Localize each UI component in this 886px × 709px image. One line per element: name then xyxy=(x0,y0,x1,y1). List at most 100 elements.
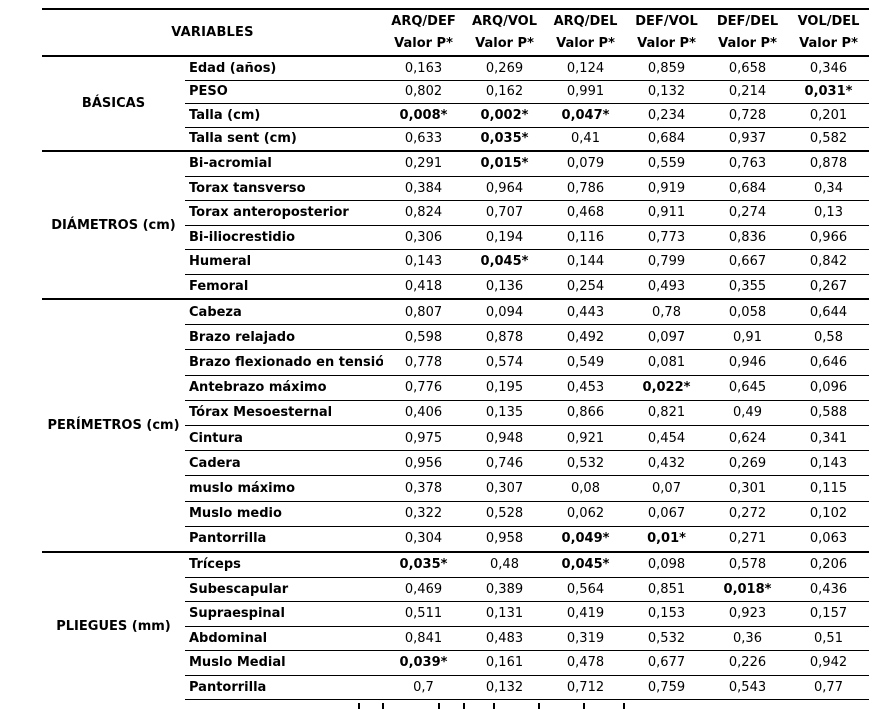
p-value-cell: 0,226 xyxy=(728,655,767,671)
p-value-cell: 0,063 xyxy=(809,531,848,547)
p-value-cell: 0,48 xyxy=(490,557,519,573)
p-value-cell: 0,799 xyxy=(647,254,686,270)
p-value-cell: 0,549 xyxy=(566,355,605,370)
p-value-cell: 0,307 xyxy=(485,481,524,497)
variable-label: Torax tansverso xyxy=(189,180,306,196)
variable-label: Brazo flexionado en tensión xyxy=(189,355,383,370)
p-value-cell: 0,341 xyxy=(809,430,848,446)
p-value-cell: 0,132 xyxy=(485,679,524,695)
column-header-label: ARQ/VOL xyxy=(471,13,538,29)
p-value-cell: 0,022* xyxy=(642,380,691,396)
p-value-cell: 0,746 xyxy=(485,455,524,471)
p-value-cell: 0,773 xyxy=(647,229,686,245)
p-value-cell: 0,443 xyxy=(566,304,605,320)
column-header-vol-del: VOL/DEL Valor P* xyxy=(788,10,869,55)
p-value-cell: 0,096 xyxy=(809,380,848,396)
table-row: Cadera 0,956 0,746 0,532 0,432 0,269 0,143 xyxy=(185,451,869,477)
variable-label: Cadera xyxy=(189,455,241,471)
table-group: BÁSICAS Edad (años) 0,163 0,269 0,124 0,859 0,… xyxy=(42,57,869,152)
p-value-cell: 0,759 xyxy=(647,679,686,695)
p-value-cell: 0,964 xyxy=(485,180,524,196)
p-value-cell: 0,923 xyxy=(728,606,767,622)
variable-label: Cintura xyxy=(189,430,243,446)
p-value-cell: 0,195 xyxy=(485,380,524,396)
table-row: Brazo relajado 0,598 0,878 0,492 0,097 0,91 0,… xyxy=(185,325,869,351)
p-value-cell: 0,7 xyxy=(413,679,434,695)
p-value-cell: 0,824 xyxy=(404,205,443,221)
table-row: Bi-acromial 0,291 0,015* 0,079 0,559 0,763 0,8… xyxy=(185,152,869,177)
p-value-cell: 0,778 xyxy=(404,355,443,370)
p-value-cell: 0,454 xyxy=(647,430,686,446)
p-value-cell: 0,878 xyxy=(485,329,524,345)
p-value-cell: 0,018* xyxy=(723,581,772,597)
column-subheader-label: Valor P* xyxy=(394,35,453,51)
p-value-cell: 0,51 xyxy=(814,630,843,646)
p-value-cell: 0,143 xyxy=(809,455,848,471)
column-subheader-label: Valor P* xyxy=(475,35,534,51)
group-rows: Cabeza 0,807 0,094 0,443 0,78 0,058 0,644 Brazo… xyxy=(185,300,869,551)
p-value-cell: 0,469 xyxy=(404,581,443,597)
p-value-cell: 0,58 xyxy=(814,329,843,345)
p-value-cell: 0,201 xyxy=(809,107,848,123)
p-value-cell: 0,859 xyxy=(647,60,686,76)
p-value-cell: 0,271 xyxy=(728,531,767,547)
p-value-cell: 0,776 xyxy=(404,380,443,396)
p-value-cell: 0,254 xyxy=(566,278,605,294)
p-value-cell: 0,102 xyxy=(809,506,848,522)
p-value-cell: 0,045* xyxy=(480,254,529,270)
p-value-cell: 0,322 xyxy=(404,506,443,522)
p-value-cell: 0,878 xyxy=(809,156,848,172)
p-value-cell: 0,206 xyxy=(809,557,848,573)
table-row: Torax tansverso 0,384 0,964 0,786 0,919 0,684… xyxy=(185,177,869,201)
group-label: BÁSICAS xyxy=(81,96,146,111)
p-value-cell: 0,564 xyxy=(566,581,605,597)
p-value-cell: 0,08 xyxy=(571,481,600,497)
p-value-cell: 0,946 xyxy=(728,355,767,370)
p-value-cell: 0,821 xyxy=(647,405,686,421)
clipped-footnote-text xyxy=(0,703,886,709)
p-value-cell: 0,807 xyxy=(404,304,443,320)
p-value-cell: 0,646 xyxy=(809,355,848,370)
p-value-cell: 0,956 xyxy=(404,455,443,471)
p-value-cell: 0,194 xyxy=(485,229,524,245)
p-value-cell: 0,78 xyxy=(652,304,681,320)
table-row: Subescapular 0,469 0,389 0,564 0,851 0,018* 0,… xyxy=(185,578,869,602)
p-value-cell: 0,851 xyxy=(647,581,686,597)
p-values-table: VARIABLES ARQ/DEF Valor P* ARQ/VOL Valor P*… xyxy=(42,8,869,700)
variables-header: VARIABLES xyxy=(171,25,254,40)
p-value-cell: 0,528 xyxy=(485,506,524,522)
p-value-cell: 0,921 xyxy=(566,430,605,446)
p-value-cell: 0,081 xyxy=(647,355,686,370)
p-value-cell: 0,13 xyxy=(814,205,843,221)
table-row: Antebrazo máximo 0,776 0,195 0,453 0,022* 0,6… xyxy=(185,376,869,401)
p-value-cell: 0,432 xyxy=(647,455,686,471)
p-value-cell: 0,712 xyxy=(566,679,605,695)
p-value-cell: 0,543 xyxy=(728,679,767,695)
table-row: Cabeza 0,807 0,094 0,443 0,78 0,058 0,644 xyxy=(185,300,869,326)
table-row: Femoral 0,418 0,136 0,254 0,493 0,355 0,267 xyxy=(185,275,869,299)
p-value-cell: 0,419 xyxy=(566,606,605,622)
column-header-label: ARQ/DEL xyxy=(553,13,618,29)
variable-label: Supraespinal xyxy=(189,606,285,622)
table-group: PLIEGUES (mm) Tríceps 0,035* 0,48 0,045* 0,09… xyxy=(42,553,869,700)
column-header-def-del: DEF/DEL Valor P* xyxy=(707,10,788,55)
variable-label: Subescapular xyxy=(189,581,289,597)
group-rows: Tríceps 0,035* 0,48 0,045* 0,098 0,578 0,206 Su… xyxy=(185,553,869,700)
variable-label: Abdominal xyxy=(189,630,268,646)
variable-label: PESO xyxy=(189,84,228,100)
table-row: Muslo medio 0,322 0,528 0,062 0,067 0,272 0,10… xyxy=(185,502,869,527)
table-row: PESO 0,802 0,162 0,991 0,132 0,214 0,031* xyxy=(185,81,869,104)
p-value-cell: 0,214 xyxy=(728,84,767,100)
column-header-def-vol: DEF/VOL Valor P* xyxy=(626,10,707,55)
p-value-cell: 0,162 xyxy=(485,84,524,100)
p-value-cell: 0,039* xyxy=(399,655,448,671)
table-row: Talla sent (cm) 0,633 0,035* 0,41 0,684 0,937… xyxy=(185,128,869,151)
column-subheader-label: Valor P* xyxy=(556,35,615,51)
p-value-cell: 0,094 xyxy=(485,304,524,320)
p-value-cell: 0,015* xyxy=(480,156,529,172)
p-value-cell: 0,049* xyxy=(561,531,610,547)
p-value-cell: 0,07 xyxy=(652,481,681,497)
table-header-row: VARIABLES ARQ/DEF Valor P* ARQ/VOL Valor P*… xyxy=(42,10,869,57)
table-row: Pantorrilla 0,304 0,958 0,049* 0,01* 0,271 0,0… xyxy=(185,527,869,551)
variable-label: Tríceps xyxy=(189,557,241,573)
